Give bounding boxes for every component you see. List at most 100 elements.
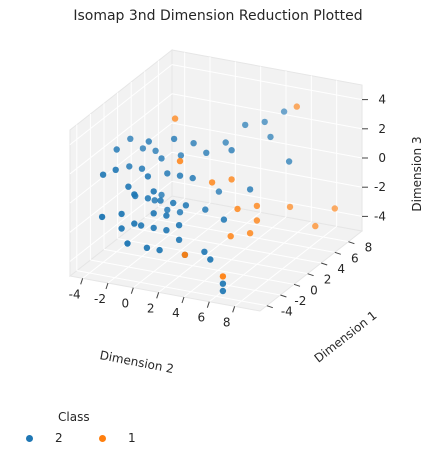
legend-label-2: 2 [55,431,63,445]
data-point-class-2 [175,236,183,243]
z-gridline-left [69,122,173,204]
data-point-class-1 [293,103,300,110]
data-point-class-2 [151,197,158,204]
data-point-class-2 [246,186,254,193]
z-tick-label: 0 [378,151,386,165]
x-tick-label: -2 [94,292,106,306]
y-gridline-floor [117,238,308,275]
data-point-class-2 [170,135,178,143]
data-point-class-2 [144,195,152,202]
data-point-class-2 [158,155,165,162]
chart-title: Isomap 3nd Dimension Reduction Plotted [73,8,363,24]
x-gridline-floor [183,216,287,298]
data-point-class-1 [253,217,261,224]
y-tick-label: 0 [310,283,318,297]
data-point-class-2 [127,135,134,142]
x-tick-label: 8 [223,315,231,329]
data-point-class-2 [164,206,171,214]
y-tick-mark [334,251,341,255]
data-point-class-1 [286,203,294,211]
y-tick-mark [307,273,314,277]
y-tick-label: -2 [294,294,306,308]
data-point-class-2 [176,172,184,179]
y-gridline-floor [131,227,322,264]
z-gridline-back [171,151,363,188]
x-tick-mark [181,296,185,304]
data-point-class-1 [227,233,234,240]
x-gridline-floor [133,207,236,289]
z-tick-label: -2 [374,180,386,194]
data-point-class-1 [208,179,216,186]
z-tick-label: -4 [374,209,386,223]
data-point-class-2 [207,256,214,263]
data-point-class-1 [331,205,338,212]
data-point-class-2 [157,197,164,204]
x-tick-label: 6 [198,311,206,325]
data-point-class-2 [163,227,170,234]
data-point-class-2 [190,140,197,147]
data-point-class-2 [163,212,170,219]
data-point-class-2 [170,199,177,207]
data-point-class-2 [222,139,229,146]
legend-marker-2 [26,434,33,442]
z-gridline-left [69,64,173,145]
y-gridline-floor [144,216,335,253]
data-point-class-2 [177,152,185,159]
y-gridline-floor [76,270,267,307]
data-point-class-1 [219,273,227,280]
data-point-class-1 [181,251,189,258]
data-point-class-2 [139,145,147,152]
legend-item-2: 2 [26,431,63,445]
data-point-class-1 [171,115,179,122]
data-point-class-2 [118,210,125,218]
x-tick-mark [232,306,236,313]
z-gridline-back [171,180,363,217]
data-point-class-2 [228,147,235,154]
y-tick-label: -4 [281,305,293,319]
x-gridline-floor [234,225,337,307]
x-tick-mark [206,301,210,308]
y-gridline-floor [90,259,281,296]
z-gridline-back [171,93,363,130]
x-axis-label: Dimension 2 [99,348,176,376]
x-tick-mark [105,282,109,290]
x-tick-mark [156,292,160,299]
y-tick-label: 8 [365,241,373,255]
x-tick-label: 4 [172,306,180,320]
data-point-class-2 [124,240,131,247]
z-tick-label: 2 [378,122,386,136]
x-tick-mark [80,278,84,285]
y-tick-mark [266,305,273,309]
data-point-class-1 [234,205,241,213]
data-point-class-2 [143,244,151,251]
data-point-class-1 [176,157,184,165]
z-gridline-back [171,64,363,101]
data-point-class-2 [131,220,138,227]
data-point-class-2 [150,224,157,232]
y-tick-mark [321,262,328,266]
data-point-class-2 [202,206,209,213]
legend-marker-1 [99,434,106,442]
y-gridline-floor [103,248,295,285]
data-point-class-2 [156,246,163,254]
x-gridline-floor [107,202,211,284]
data-point-class-1 [253,202,261,210]
z-tick-label: 4 [378,93,386,107]
data-point-class-2 [137,222,145,229]
legend-title: Class [58,410,90,424]
data-point-class-2 [126,163,133,170]
data-point-class-2 [138,165,146,172]
data-point-class-2 [118,225,125,232]
data-point-class-2 [219,287,227,295]
data-point-class-2 [158,191,165,199]
z-gridline-left [69,151,173,233]
y-tick-label: 6 [351,251,359,265]
legend-item-1: 1 [99,431,136,445]
data-point-class-1 [312,222,319,230]
data-point-class-2 [261,118,268,126]
data-point-class-2 [182,202,190,209]
y-tick-label: 4 [337,262,345,276]
x-tick-label: 0 [122,297,130,311]
data-point-class-2 [203,149,210,156]
